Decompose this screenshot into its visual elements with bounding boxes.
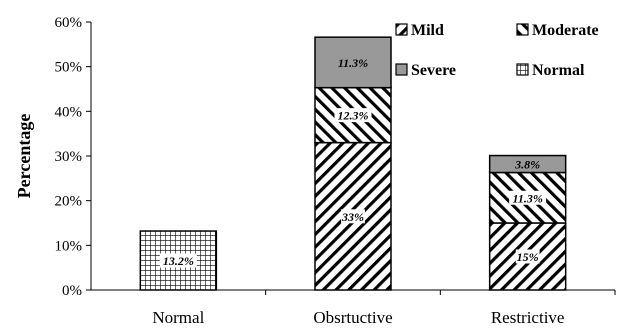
data-label-background <box>334 108 372 123</box>
data-label-restrictive-moderate: 11.3% <box>512 191 542 205</box>
chart-data-labels: 13.2% 33% 12.3% 11.3% 15% 11.3% 3.8% <box>159 55 547 268</box>
data-label-obsrtuctive-moderate: 12.3% <box>338 109 369 123</box>
data-label-background <box>512 157 543 172</box>
chart-bars <box>139 36 567 291</box>
x-category-label-obsrtuctive: Obsrtuctive <box>313 308 392 327</box>
data-label-background <box>334 55 372 70</box>
data-label-normal-normal: 13.2% <box>163 254 194 268</box>
data-label-restrictive-mild: 15% <box>517 250 539 264</box>
y-tick-label: 20% <box>55 194 83 210</box>
data-label-restrictive-severe: 3.8% <box>514 158 540 172</box>
data-label-obsrtuctive-severe: 11.3% <box>338 56 368 70</box>
y-tick-label: 10% <box>55 238 83 254</box>
legend-label-severe: Severe <box>411 62 456 79</box>
y-tick-label: 60% <box>55 15 83 31</box>
legend-swatch-mild <box>395 23 408 36</box>
data-label-obsrtuctive-mild: 33% <box>341 210 364 224</box>
y-axis-title: Percentage <box>14 114 34 199</box>
data-label-background <box>509 190 547 205</box>
y-tick-label: 40% <box>55 104 83 120</box>
legend-label-moderate: Moderate <box>532 22 599 39</box>
legend-label-normal: Normal <box>532 62 585 79</box>
chart-axes: 0% 10% 20% 30% 40% 50% 60% Percentage Normal Obsr… <box>14 15 616 327</box>
x-category-label-normal: Normal <box>152 308 204 327</box>
legend-swatch-severe <box>395 63 408 76</box>
y-tick-label: 30% <box>55 149 83 165</box>
legend-swatch-moderate <box>516 23 529 36</box>
legend-swatch-normal <box>516 63 529 76</box>
y-tick-label: 50% <box>55 60 83 76</box>
chart-legend: Mild Moderate Severe Normal <box>395 22 599 79</box>
legend-label-mild: Mild <box>411 22 444 39</box>
y-tick-label: 0% <box>62 283 82 299</box>
data-label-background <box>515 249 540 264</box>
data-label-background <box>159 253 197 268</box>
data-label-background <box>341 209 365 224</box>
bar-segment-normal-normal <box>139 230 218 291</box>
x-category-label-restrictive: Restrictive <box>491 308 565 327</box>
